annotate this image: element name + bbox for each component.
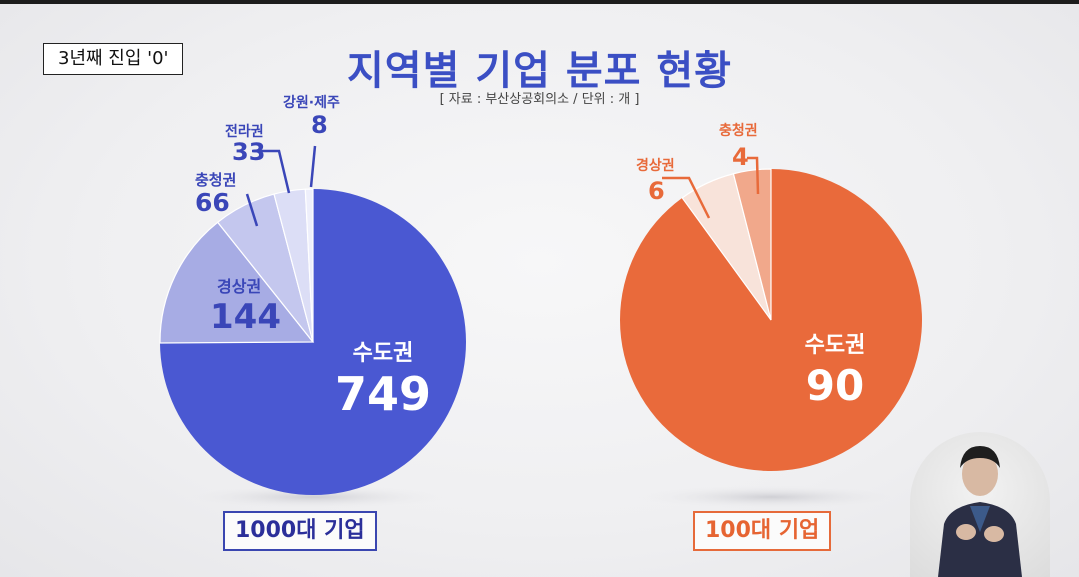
leader-line-0-2 <box>245 193 259 227</box>
slice-label-0-3: 전라권 <box>225 123 264 140</box>
slice-label-1-2: 충청권 <box>719 123 758 139</box>
pie-shadow-left <box>178 485 448 509</box>
pie-slice-1-2 <box>732 168 772 321</box>
interpreter-face <box>962 452 998 496</box>
slice-label-0-1: 경상권 <box>217 277 261 296</box>
legend-1000-companies: 1000대 기업 <box>223 511 377 551</box>
interpreter-hand-left <box>956 524 976 540</box>
slice-value-1-0: 90 <box>806 361 864 410</box>
leader-line-0-3 <box>252 149 291 194</box>
interpreter-figure <box>938 446 1022 577</box>
slice-value-0-0: 749 <box>335 367 431 421</box>
interpreter-shirt <box>970 506 990 532</box>
slice-value-0-2: 66 <box>195 188 230 217</box>
interpreter-hair <box>960 446 1000 468</box>
top-border <box>0 0 1079 4</box>
slice-value-0-4: 8 <box>311 111 328 139</box>
slice-value-0-1: 144 <box>210 297 281 337</box>
slice-label-0-0: 수도권 <box>353 341 414 366</box>
slice-label-0-2: 충청권 <box>195 171 236 189</box>
legend-100-companies: 100대 기업 <box>693 511 832 551</box>
slice-value-1-2: 4 <box>732 143 749 171</box>
pie-1000-companies <box>159 188 466 496</box>
pie-100-companies <box>620 168 922 472</box>
source-note: [ 자료 : 부산상공회의소 / 단위 : 개 ] <box>439 92 640 107</box>
pie-slice-0-1 <box>159 221 315 344</box>
leader-line-0-4 <box>309 145 317 188</box>
interpreter-jacket <box>938 502 1022 577</box>
sign-language-interpreter <box>910 432 1050 577</box>
slice-label-1-0: 수도권 <box>805 333 866 358</box>
leader-line-1-2 <box>747 156 760 195</box>
interpreter-hand-right <box>984 526 1004 542</box>
slice-value-0-3: 33 <box>232 138 265 166</box>
slice-value-1-1: 6 <box>648 177 665 205</box>
pie-slice-0-4 <box>304 188 314 343</box>
pie-labels: 수도권749경상권144충청권66전라권33강원·제주8수도권90경상권6충청권… <box>195 94 865 421</box>
pie-shadow-right <box>636 485 906 509</box>
leader-line-1-1 <box>662 176 711 219</box>
slice-label-1-1: 경상권 <box>636 157 675 174</box>
caption-tag: 3년째 진입 '0' <box>44 44 183 74</box>
slice-label-0-4: 강원·제주 <box>283 94 340 111</box>
chart-title: 지역별 기업 분포 현황 <box>347 48 732 94</box>
